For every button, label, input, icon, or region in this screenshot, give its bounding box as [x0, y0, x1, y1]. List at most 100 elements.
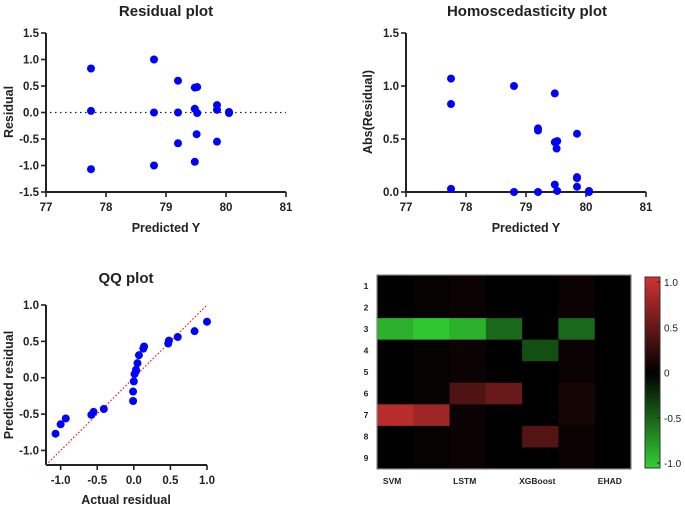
heatmap-cell [522, 339, 559, 362]
heatmap-cell [522, 425, 559, 448]
qq-x-tick-label: 0.0 [126, 475, 142, 487]
homoscedasticity-data-point [550, 180, 559, 189]
qq-y-tick-label: 0.0 [23, 373, 39, 385]
heatmap-cell [558, 404, 596, 427]
qq-plot-axes: -1.0 -0.5 0.0 0.5 1.0 1.0 0.5 0.0 -0.5 -1.0 [19, 300, 215, 487]
residual-data-point [174, 108, 182, 117]
heatmap-cell [522, 382, 559, 405]
residual-data-point [150, 161, 158, 170]
qq-plot-title: QQ plot [99, 270, 154, 287]
homoscedasticity-plot-axes: 77 78 79 80 81 1.5 1.0 0.5 0.0 [383, 28, 653, 214]
homoscedasticity-x-tick-label: 81 [640, 202, 653, 214]
qq-y-tick-label: 1.0 [23, 300, 39, 312]
homoscedasticity-data-point [585, 188, 593, 196]
heatmap-cell [558, 275, 596, 297]
homoscedasticity-data-point [534, 126, 542, 135]
qq-data-point [134, 351, 143, 360]
heatmap-cell [558, 361, 596, 384]
homoscedasticity-data-point [573, 129, 581, 138]
heatmap-cell [449, 361, 487, 384]
heatmap-cell [522, 275, 559, 297]
heatmap-cell [558, 296, 596, 319]
heatmap-row-label: 8 [364, 432, 369, 442]
heatmap-cell [485, 339, 523, 362]
heatmap-cell [594, 447, 632, 470]
residual-data-point [190, 157, 199, 166]
heatmap-row-label: 5 [364, 367, 369, 377]
homoscedasticity-data-point [534, 188, 542, 196]
heatmap-cell [449, 382, 487, 405]
heatmap-border [376, 274, 632, 470]
heatmap-cell [413, 275, 450, 297]
heatmap-cell [485, 404, 523, 427]
residual-data-point [87, 165, 95, 174]
residual-y-tick-label: 0.5 [23, 81, 40, 93]
heatmap-cell [485, 382, 523, 405]
qq-data-point [129, 397, 138, 405]
heatmap-row-label: 1 [364, 281, 369, 291]
homoscedasticity-data-point [553, 137, 562, 146]
heatmap-cell [594, 339, 632, 362]
heatmap-cell [413, 447, 450, 470]
residual-data-point [150, 108, 158, 117]
heatmap-cell [377, 361, 414, 384]
heatmap-cell [485, 425, 523, 448]
colorbar-tick-label: -0.5 [664, 414, 682, 425]
heatmap-cell [594, 296, 632, 319]
qq-data-point [173, 333, 182, 341]
qq-y-tick-label: -0.5 [19, 409, 39, 421]
residual-plot-ylabel: Residual [2, 86, 16, 138]
heatmap-cell [413, 339, 450, 362]
heatmap-cell [413, 425, 450, 448]
heatmap-cell [594, 404, 632, 427]
heatmap-cell [377, 447, 414, 470]
qq-data-point [203, 317, 211, 326]
homoscedasticity-data-point [447, 184, 455, 193]
heatmap: 1 2 3 4 5 6 7 8 9 SVM LSTM XGBoost EHAD 1.0 0.5 0 -0.5 -… [364, 274, 682, 486]
residual-x-tick-label: 78 [100, 202, 113, 214]
heatmap-cell [594, 361, 632, 384]
qq-data-point [129, 387, 138, 396]
residual-plot-xlabel: Predicted Y [132, 221, 201, 235]
heatmap-row-label: 2 [364, 302, 369, 312]
residual-x-tick-label: 80 [220, 202, 233, 214]
homoscedasticity-data-point [447, 74, 455, 83]
heatmap-cell [558, 425, 596, 448]
heatmap-cell [377, 382, 414, 405]
heatmap-cell [485, 318, 523, 340]
qq-data-point [129, 377, 138, 386]
heatmap-cell [522, 296, 559, 319]
heatmap-cell [485, 361, 523, 384]
residual-plot-points [87, 55, 233, 174]
residual-x-tick-label: 81 [280, 202, 293, 214]
heatmap-cell [413, 404, 450, 427]
homoscedasticity-y-tick-label: 0.5 [383, 134, 400, 146]
residual-data-point [193, 83, 202, 92]
heatmap-row-label: 7 [364, 410, 369, 420]
residual-y-tick-label: 1.0 [23, 55, 39, 67]
qq-x-tick-label: 0.5 [162, 475, 179, 487]
residual-data-point [213, 137, 221, 146]
homoscedasticity-plot-points [447, 74, 593, 196]
heatmap-cell [377, 296, 414, 319]
heatmap-cell [485, 447, 523, 470]
homoscedasticity-data-point [447, 100, 455, 109]
qq-data-point [61, 414, 70, 423]
qq-data-point [190, 327, 199, 336]
residual-x-tick-label: 79 [160, 202, 173, 214]
qq-y-tick-label: 0.5 [23, 336, 40, 348]
residual-x-tick-label: 77 [40, 202, 53, 214]
heatmap-cell [558, 382, 596, 405]
homoscedasticity-data-point [510, 188, 518, 196]
heatmap-cell [449, 296, 487, 319]
heatmap-row-label: 4 [364, 345, 369, 355]
residual-data-point [193, 109, 202, 118]
homoscedasticity-plot-xlabel: Predicted Y [492, 221, 561, 235]
colorbar-tick-label: 0 [664, 369, 670, 380]
homoscedasticity-plot-title: Homoscedasticity plot [447, 3, 607, 20]
heatmap-cell [522, 404, 559, 427]
residual-data-point [87, 106, 95, 115]
residual-data-point [87, 64, 95, 73]
heatmap-cell [558, 318, 596, 340]
heatmap-column-label: XGBoost [519, 476, 556, 486]
